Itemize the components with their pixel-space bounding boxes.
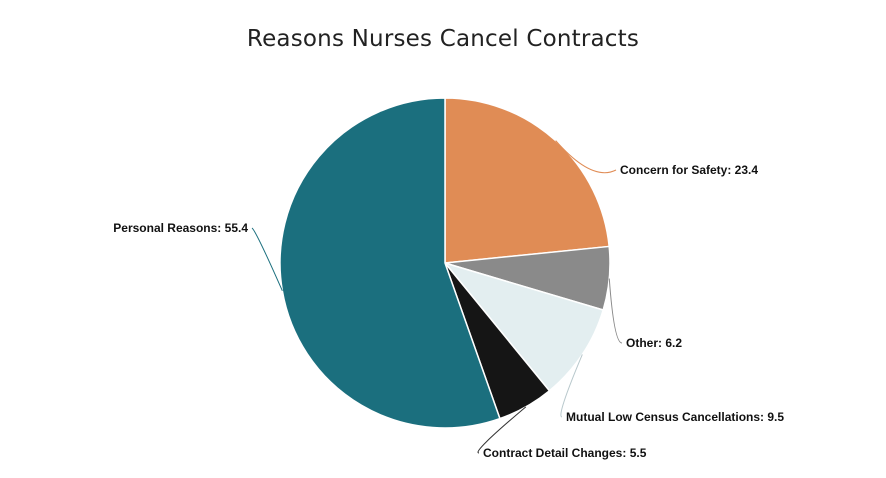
data-label-mutual-low-census-cancellations: Mutual Low Census Cancellations: 9.5 [566, 410, 784, 424]
connector-concern-for-safety [555, 140, 617, 174]
chart-title: Reasons Nurses Cancel Contracts [246, 26, 640, 52]
data-label-personal-reasons: Personal Reasons: 55.4 [113, 221, 248, 235]
connector-contract-detail-changes [477, 406, 527, 454]
connector-personal-reasons [251, 227, 283, 292]
pie-slice-concern-for-safety[interactable] [444, 97, 610, 264]
data-label-other: Other: 6.2 [626, 336, 682, 350]
data-label-contract-detail-changes: Contract Detail Changes: 5.5 [483, 446, 647, 460]
data-label-concern-for-safety: Concern for Safety: 23.4 [620, 163, 758, 177]
connector-mutual-low-census-cancellations [560, 354, 583, 418]
connector-other [608, 278, 623, 344]
pie-slice-mutual-low-census-cancellations[interactable] [444, 262, 604, 392]
